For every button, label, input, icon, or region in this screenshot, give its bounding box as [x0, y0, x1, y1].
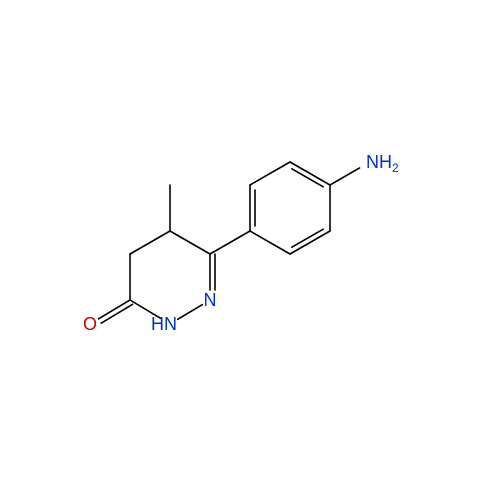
bond: [170, 231, 210, 254]
bond: [290, 162, 330, 185]
molecule-diagram: O N HN NH2: [0, 0, 500, 500]
bond: [250, 231, 290, 254]
bond: [210, 231, 250, 254]
bond: [330, 168, 360, 185]
atom-label: N: [204, 290, 217, 310]
bond: [250, 162, 290, 185]
bond: [178, 305, 203, 320]
atom-label-nh2: NH2: [366, 152, 399, 175]
atom-label: O: [83, 314, 97, 334]
atom-label-hn: HN: [151, 314, 177, 334]
bond: [130, 231, 170, 254]
bond: [290, 231, 330, 254]
